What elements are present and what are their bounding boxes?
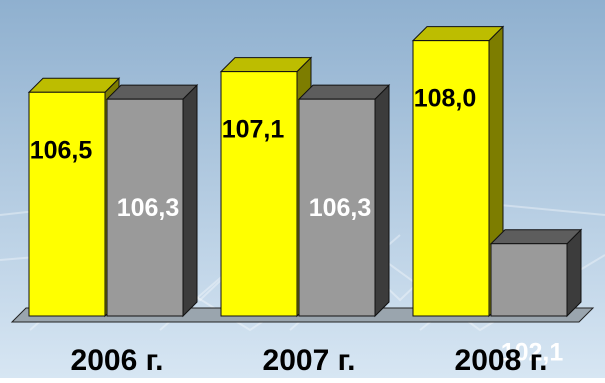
bar-front-face xyxy=(106,98,184,317)
data-label: 106,3 xyxy=(309,194,372,222)
data-label: 102,1 xyxy=(501,339,564,367)
bar-0-0 xyxy=(27,77,121,318)
bar-front-face xyxy=(490,243,568,317)
data-label: 107,1 xyxy=(222,116,285,144)
value-labels-layer: 106,5 106,3 107,1 106,3 108,0 102,1 xyxy=(30,85,564,367)
bar-side-face xyxy=(182,83,198,318)
bar-side-face xyxy=(566,228,582,318)
bar-front-face xyxy=(412,40,490,317)
x-tick-label: 2006 г. xyxy=(71,344,164,377)
bar-0-1 xyxy=(105,83,199,318)
bar-2-1 xyxy=(489,228,583,318)
category-labels-layer: 2006 г. 2007 г. 2008 г. xyxy=(71,344,548,377)
data-label: 106,3 xyxy=(117,194,180,222)
bar-top-face xyxy=(105,84,199,100)
bar-front-face xyxy=(298,98,376,317)
bar-top-face xyxy=(297,84,391,100)
bar-front-face xyxy=(28,91,106,317)
bars-layer xyxy=(27,25,583,318)
bar-top-face xyxy=(219,57,313,73)
bar-2-0 xyxy=(411,25,505,318)
bar-1-0 xyxy=(219,56,313,318)
data-label: 108,0 xyxy=(414,85,477,113)
bar-top-face xyxy=(489,229,583,245)
bar-side-face xyxy=(374,83,390,318)
bar-1-1 xyxy=(297,83,391,318)
bar-top-face xyxy=(411,26,505,42)
bar-front-face xyxy=(220,71,298,317)
x-tick-label: 2007 г. xyxy=(263,344,356,377)
x-tick-label: 2008 г. xyxy=(455,344,548,377)
bar-top-face xyxy=(27,77,121,93)
data-label: 106,5 xyxy=(30,136,93,164)
